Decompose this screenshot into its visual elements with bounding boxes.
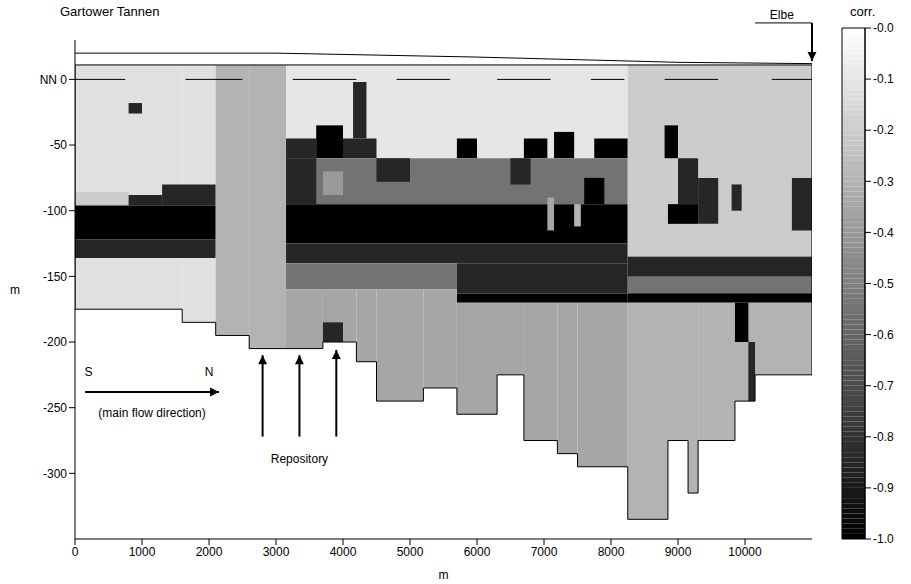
svg-text:m: m <box>439 568 449 582</box>
svg-text:Repository: Repository <box>271 452 328 466</box>
svg-text:-0.2: -0.2 <box>873 123 894 137</box>
svg-text:-0.0: -0.0 <box>873 21 894 35</box>
svg-text:6000: 6000 <box>464 545 491 559</box>
html-text:Gartower Tannen: Gartower Tannen <box>60 4 160 19</box>
svg-text:NN 0: NN 0 <box>40 73 68 87</box>
svg-text:0: 0 <box>72 545 79 559</box>
svg-text:-0.9: -0.9 <box>873 481 894 495</box>
svg-text:-50: -50 <box>50 138 68 152</box>
svg-text:Elbe: Elbe <box>770 8 794 22</box>
svg-text:4000: 4000 <box>330 545 357 559</box>
svg-text:-0.5: -0.5 <box>873 277 894 291</box>
svg-text:9000: 9000 <box>665 545 692 559</box>
svg-text:-0.7: -0.7 <box>873 379 894 393</box>
svg-text:-100: -100 <box>43 204 67 218</box>
svg-text:-0.3: -0.3 <box>873 175 894 189</box>
svg-text:10000: 10000 <box>728 545 762 559</box>
svg-text:7000: 7000 <box>531 545 558 559</box>
svg-text:S: S <box>84 365 92 379</box>
svg-text:-200: -200 <box>43 335 67 349</box>
svg-text:5000: 5000 <box>397 545 424 559</box>
svg-text:-150: -150 <box>43 270 67 284</box>
svg-text:8000: 8000 <box>598 545 625 559</box>
svg-text:-0.8: -0.8 <box>873 430 894 444</box>
svg-text:3000: 3000 <box>263 545 290 559</box>
html-text:corr.: corr. <box>850 4 876 19</box>
svg-text:-1.0: -1.0 <box>873 532 894 546</box>
svg-text:-0.4: -0.4 <box>873 226 894 240</box>
svg-text:N: N <box>205 365 214 379</box>
svg-text:-250: -250 <box>43 401 67 415</box>
svg-text:2000: 2000 <box>196 545 223 559</box>
svg-text:-0.6: -0.6 <box>873 328 894 342</box>
svg-text:m: m <box>10 283 20 297</box>
svg-text:-0.1: -0.1 <box>873 72 894 86</box>
svg-text:(main flow direction): (main flow direction) <box>98 406 205 420</box>
svg-text:-300: -300 <box>43 467 67 481</box>
svg-text:1000: 1000 <box>129 545 156 559</box>
